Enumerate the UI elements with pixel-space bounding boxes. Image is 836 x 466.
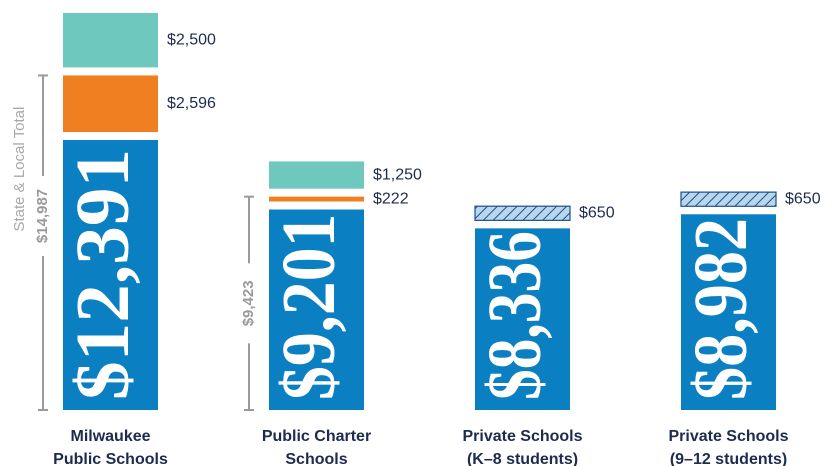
bar-segment	[680, 191, 777, 207]
bar-segment	[269, 161, 364, 189]
x-tick-label: Public Schools	[53, 451, 168, 466]
value-label: $8,982	[679, 218, 763, 400]
value-label: $650	[579, 204, 615, 221]
bar-segment	[63, 140, 158, 410]
value-label: $8,336	[473, 231, 557, 400]
bar-segment	[63, 75, 158, 133]
x-tick-label: Milwaukee	[70, 428, 150, 445]
x-tick-label: Schools	[285, 451, 347, 466]
value-label: $2,596	[167, 95, 216, 112]
value-label: $2,500	[167, 31, 216, 48]
bar-segment	[474, 205, 571, 221]
bar-segment	[681, 214, 776, 410]
value-label: $222	[373, 190, 409, 207]
value-label: $12,391	[61, 149, 145, 400]
bar-segment	[63, 12, 158, 68]
bar-segment	[269, 196, 364, 202]
value-label: $650	[785, 190, 821, 207]
bracket-gap	[240, 263, 258, 344]
bracket-value: $9,423	[240, 280, 257, 326]
bracket-value: $14,987	[34, 189, 51, 243]
bar-segment	[475, 228, 570, 410]
x-tick-label: Private Schools	[668, 428, 788, 445]
value-label: $9,201	[267, 214, 351, 400]
x-tick-label: (K–8 students)	[467, 451, 578, 466]
value-label: $1,250	[373, 166, 422, 183]
x-tick-label: Public Charter	[262, 428, 371, 445]
bracket-gap	[34, 175, 52, 256]
bracket-label: State & Local Total	[11, 107, 28, 232]
x-tick-label: Private Schools	[462, 428, 582, 445]
bar-segment	[269, 209, 364, 410]
x-tick-label: (9–12 students)	[670, 451, 787, 466]
